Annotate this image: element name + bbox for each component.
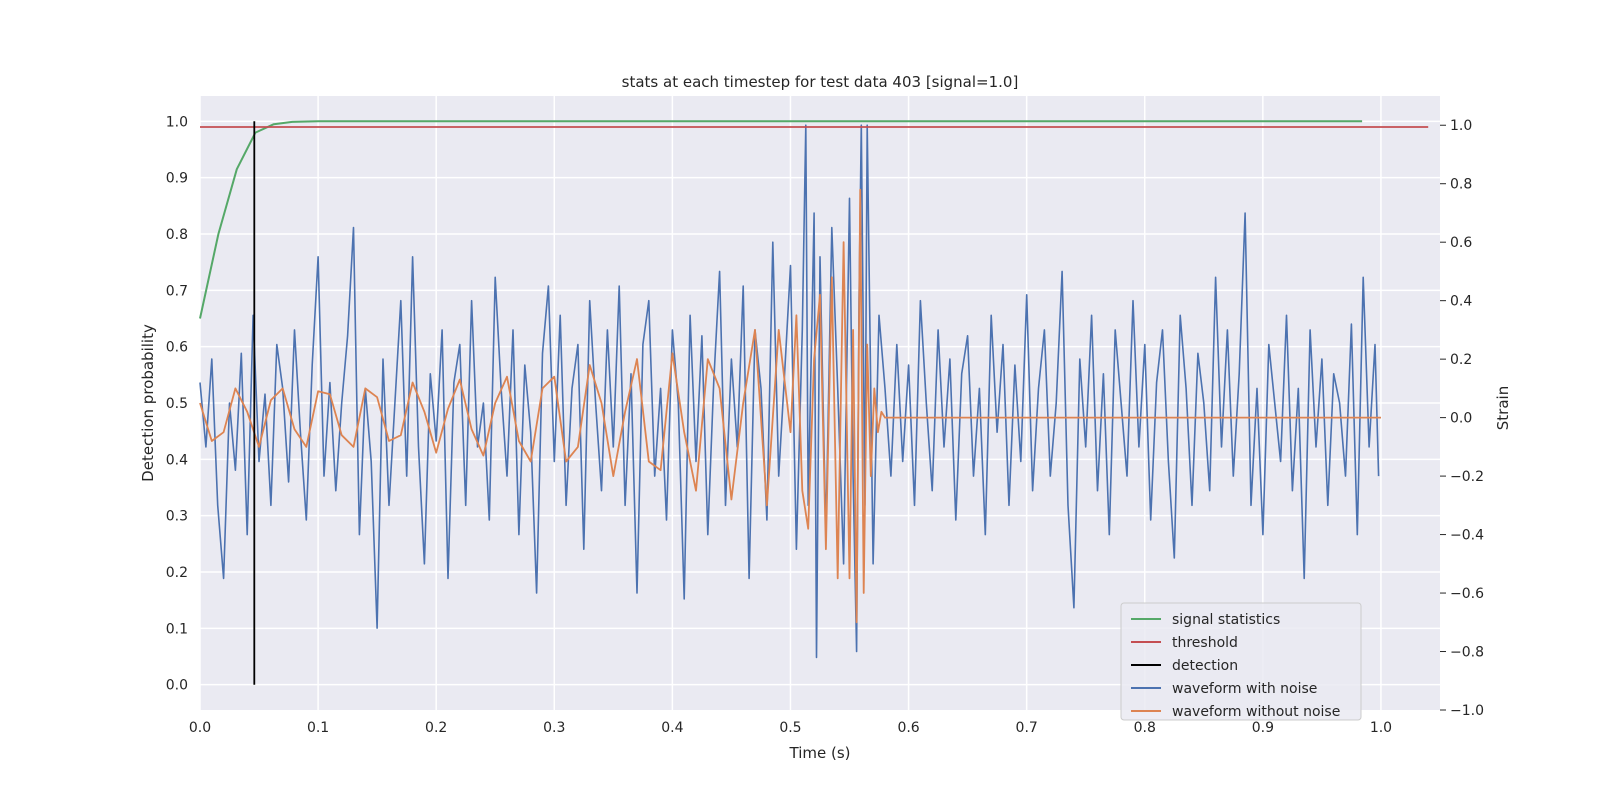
left-tick-label: 0.3 [166,509,188,525]
x-tick-label: 0.0 [189,720,211,736]
legend: signal statistics threshold detection wavef… [1120,602,1362,721]
chart-title: stats at each timestep for test data 403… [622,73,1019,91]
left-tick-label: 0.0 [166,678,188,694]
x-tick-label: 0.5 [779,720,801,736]
x-tick-label: 0.8 [1134,720,1156,736]
x-axis-label: Time (s) [789,744,851,762]
series-layer [199,120,1429,685]
x-tick-label: 0.6 [897,720,919,736]
right-tick-label: 0.4 [1450,294,1472,310]
x-tick-label: 0.9 [1252,720,1274,736]
x-axis-ticks: 0.0 0.1 0.2 0.3 0.4 0.5 0.6 0.7 0.8 0.9 1.0 [189,720,1392,736]
right-tick-label: 0.2 [1450,352,1472,368]
right-tick-label: 0.0 [1450,411,1472,427]
x-tick-label: 1.0 [1370,720,1392,736]
left-tick-label: 0.8 [166,227,188,243]
legend-label-signal-statistics: signal statistics [1172,612,1280,628]
x-tick-label: 0.1 [307,720,329,736]
left-axis-label: Detection probability [139,324,157,482]
legend-label-waveform-without-noise: waveform without noise [1172,704,1340,720]
x-tick-label: 0.4 [661,720,683,736]
right-tick-label: 1.0 [1450,118,1472,134]
right-tick-label: −0.8 [1450,645,1484,661]
right-tick-label: −1.0 [1450,703,1484,719]
left-axis-ticks: 0.0 0.1 0.2 0.3 0.4 0.5 0.6 0.7 0.8 0.9 1.0 [166,114,188,693]
series-line-waveform-without-noise [199,188,1381,624]
right-tick-label: −0.2 [1450,469,1484,485]
left-tick-label: 0.4 [166,452,188,468]
x-tick-label: 0.2 [425,720,447,736]
right-tick-label: −0.6 [1450,586,1484,602]
x-tick-label: 0.3 [543,720,565,736]
legend-box [1120,602,1362,721]
left-tick-label: 1.0 [166,114,188,130]
right-tick-label: 0.8 [1450,177,1472,193]
right-axis-label: Strain [1494,386,1512,430]
left-tick-label: 0.5 [166,396,188,412]
right-tick-label: −0.4 [1450,528,1484,544]
series-line-waveform-with-noise [199,124,1380,659]
legend-label-detection: detection [1172,658,1238,674]
x-tick-label: 0.7 [1016,720,1038,736]
legend-label-waveform-with-noise: waveform with noise [1172,681,1317,697]
left-tick-label: 0.6 [166,340,188,356]
legend-label-threshold: threshold [1172,635,1238,651]
left-tick-label: 0.7 [166,283,188,299]
series-line-signal-statistics [199,120,1363,319]
right-tick-label: 0.6 [1450,235,1472,251]
left-tick-label: 0.1 [166,621,188,637]
right-axis-ticks: −1.0 −0.8 −0.6 −0.4 −0.2 0.0 0.2 0.4 0.6 0.8 1.0 [1440,118,1484,719]
left-tick-label: 0.9 [166,171,188,187]
left-tick-label: 0.2 [166,565,188,581]
